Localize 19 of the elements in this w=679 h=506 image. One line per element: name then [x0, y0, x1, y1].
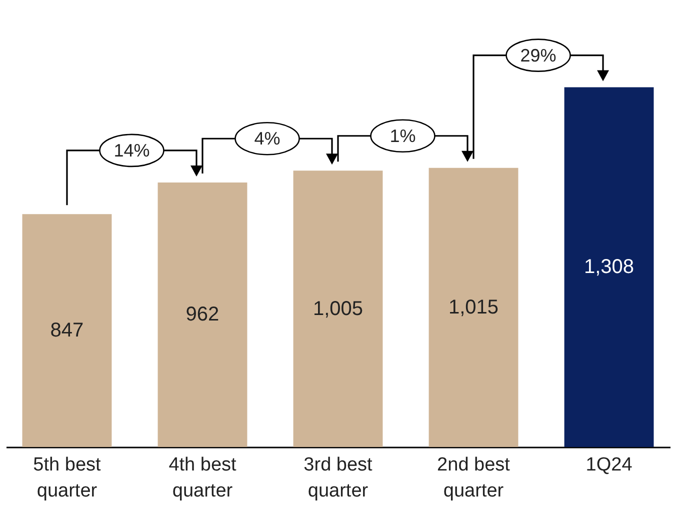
annotation: 1%: [390, 126, 416, 146]
data-label: 962: [186, 304, 220, 326]
x-tick-label: 1Q24: [586, 454, 633, 476]
bar: [22, 214, 112, 447]
x-tick-label: 5th best quarter: [33, 454, 102, 502]
x-tick-label: 3rd best quarter: [304, 454, 374, 502]
data-label: 1,308: [584, 256, 634, 278]
bar: [564, 87, 654, 447]
data-label: 1,015: [448, 296, 499, 318]
x-tick-label: 2nd best quarter: [437, 454, 511, 502]
bar: [293, 170, 383, 447]
bar: [428, 168, 518, 447]
annotation: 4%: [254, 128, 280, 149]
data-label: 847: [50, 320, 84, 342]
annotation: 14%: [114, 140, 150, 160]
x-tick-label: 4th best quarter: [168, 454, 238, 502]
bar: [158, 182, 248, 447]
data-label: 1,005: [312, 298, 364, 320]
text: 29%: [520, 45, 556, 66]
